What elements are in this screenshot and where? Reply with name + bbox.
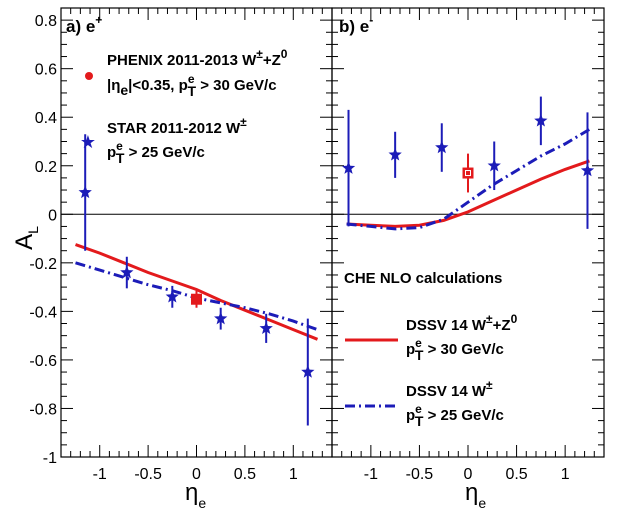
legend-calc-title: CHE NLO calculations	[344, 270, 502, 287]
panel-a-y-tick-label: -0.8	[29, 401, 57, 418]
panel-b-star-point	[487, 158, 501, 172]
panel-a-y-tick-label: 0.2	[35, 159, 57, 176]
panel-a-y-tick-label: -1	[43, 450, 57, 467]
x-axis-label-b: ηe	[465, 479, 486, 511]
legend-phenix-line2: |ηe|<0.35, pe T > 30 GeV/c	[107, 72, 277, 99]
panel-b-x-tick-label: 1	[561, 466, 570, 483]
panel-a-x-tick-label: 0	[192, 466, 201, 483]
panel-b-x-tick-label: -1	[364, 466, 378, 483]
legend-dssv-w-line1: DSSV 14 W±	[406, 378, 493, 400]
panel-b-x-tick-label: 0	[464, 466, 473, 483]
panel-a-y-tick-label: 0.8	[35, 13, 57, 30]
legend-dssv-w-line2: pe T > 25 GeV/c	[406, 402, 504, 429]
panel-a-star-point	[259, 321, 273, 335]
legend-star-marker: ★	[80, 132, 96, 152]
panel-b: -1 -0.5 0 0.5 1	[331, 7, 605, 483]
panel-a-star-point	[120, 265, 134, 279]
legend-star-line1: STAR 2011-2012 W±	[107, 115, 247, 137]
panel-a-y-tick-label: 0.6	[35, 62, 57, 79]
legend-phenix-marker	[85, 72, 93, 80]
panel-a-y-tick-label: 0	[48, 207, 57, 224]
panel-a-frame	[60, 7, 333, 458]
panel-b-star-point	[580, 163, 595, 177]
panel-a-x-tick-label: 0.5	[234, 466, 256, 483]
panel-a-title: a) e+	[66, 13, 102, 36]
legend-star-line2: pe T > 25 GeV/c	[107, 139, 205, 166]
panel-b-title: b) e-	[339, 13, 373, 36]
panel-a-curve-dssv-wz	[75, 243, 319, 341]
panel-b-curve-dssv-wz	[346, 159, 590, 228]
panel-b-star-point	[534, 113, 548, 127]
x-axis-label-a: ηe	[185, 479, 206, 511]
panel-a-x-tick-label: -1	[93, 466, 107, 483]
panel-b-star-point	[388, 147, 402, 161]
panel-a-y-tick-label: -0.4	[29, 304, 57, 321]
panel-b-star-point	[341, 161, 356, 174]
legend-dssv-wz-line1: DSSV 14 W±+Z0	[406, 312, 518, 334]
panel-a-star-point	[78, 185, 92, 199]
panel-a: -1 -0.5 0 0.5 1 -1 -0.8 -0.6 -0.4 -0.2 0 0.2 0.4 0.6 0…	[29, 7, 333, 483]
panel-a-x-tick-label: -0.5	[134, 466, 162, 483]
panel-b-curve-dssv-w	[346, 128, 591, 231]
y-axis-label: AL	[11, 226, 41, 250]
panel-a-y-tick-label: -0.2	[29, 256, 57, 273]
legend-phenix-line1: PHENIX 2011-2013 W±+Z0	[107, 47, 288, 69]
panel-a-y-tick-label: 0.4	[35, 110, 57, 127]
panel-b-x-tick-label: 0.5	[505, 466, 527, 483]
panel-a-x-tick-label: 1	[289, 466, 298, 483]
panel-a-star-point	[214, 311, 228, 325]
panel-a-phenix-point	[191, 293, 202, 305]
panel-b-x-tick-label: -0.5	[406, 466, 434, 483]
legend-b: CHE NLO calculations DSSV 14 W±+Z0 pe T >…	[344, 270, 518, 429]
legend-a: PHENIX 2011-2013 W±+Z0 |ηe|<0.35, pe T > …	[80, 47, 288, 166]
legend-dssv-wz-line2: pe T > 30 GeV/c	[406, 336, 504, 363]
panel-b-phenix-point	[462, 167, 474, 179]
panel-a-star-point	[301, 365, 315, 378]
panel-b-star-point	[435, 140, 449, 154]
panel-a-star-point	[165, 289, 179, 303]
panel-a-y-tick-label: -0.6	[29, 353, 57, 370]
panel-b-phenix-point-inner	[465, 170, 471, 177]
